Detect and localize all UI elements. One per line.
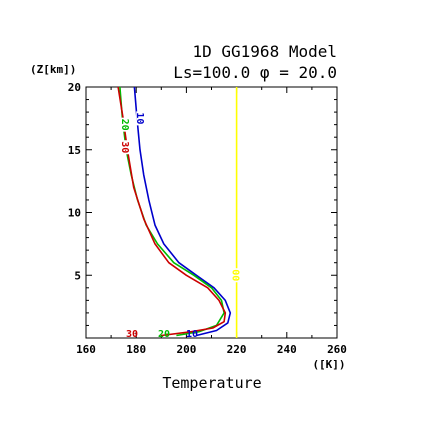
x-tick-label: 200: [176, 343, 196, 356]
chart-title-line1: 1D GG1968 Model: [193, 42, 338, 61]
contour-label-10: 10: [134, 111, 147, 126]
series-line-10: [133, 86, 232, 337]
data-series: [117, 86, 238, 338]
chart-title-line2: Ls=100.0 φ = 20.0: [173, 63, 337, 82]
y-tick-label: 5: [74, 269, 81, 282]
y-tick-label: 10: [68, 207, 81, 220]
svg-text:00: 00: [230, 269, 241, 281]
svg-text:30: 30: [119, 141, 130, 153]
x-tick-label: 240: [277, 343, 297, 356]
contour-labels: 00 10 20 30 30 20 10: [119, 111, 242, 340]
surface-label-30: 30: [126, 329, 138, 340]
surface-label-20: 20: [158, 329, 170, 340]
svg-text:10: 10: [134, 112, 145, 124]
x-axis-title: Temperature: [162, 374, 261, 392]
x-axis-unit: ([K]): [312, 358, 345, 371]
x-tick-label: 180: [126, 343, 146, 356]
y-axis-label: (Z[km]): [30, 63, 76, 76]
axis-ticks: 160 180 200 220 240 260 5 10 15 20: [68, 81, 347, 356]
svg-text:20: 20: [119, 119, 130, 131]
x-tick-label: 160: [76, 343, 96, 356]
y-tick-label: 20: [68, 81, 81, 94]
surface-label-10: 10: [186, 329, 198, 340]
y-tick-label: 15: [68, 144, 81, 157]
x-tick-label: 220: [227, 343, 247, 356]
series-line-20: [119, 86, 225, 337]
x-tick-label: 260: [327, 343, 347, 356]
contour-label-00: 00: [230, 268, 242, 283]
series-line-30: [117, 86, 227, 337]
contour-label-20: 20: [119, 117, 132, 132]
contour-label-30: 30: [119, 140, 132, 155]
